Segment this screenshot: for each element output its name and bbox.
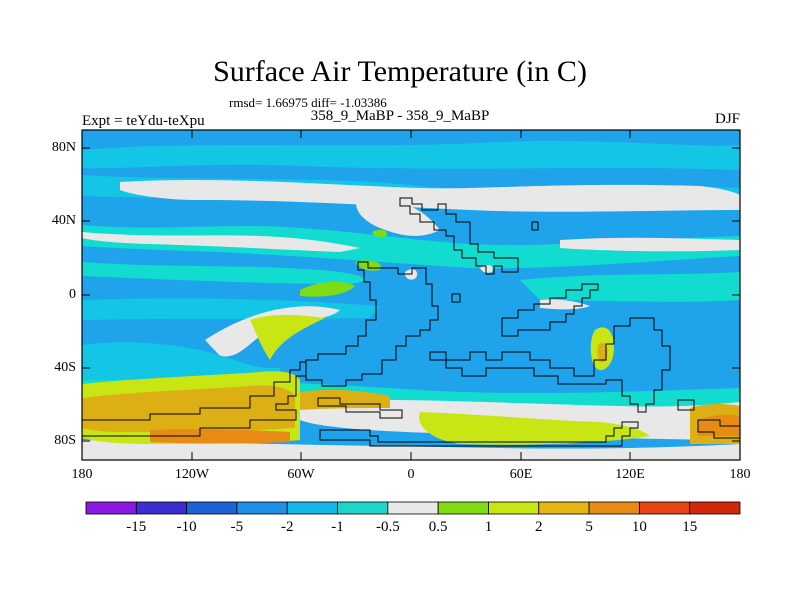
colorbar-label: -10 bbox=[176, 519, 197, 535]
colorbar-swatch bbox=[387, 501, 439, 515]
colorbar-swatch bbox=[689, 501, 741, 515]
lon-tick-label: 60W bbox=[287, 467, 315, 482]
axis-ticks bbox=[82, 130, 740, 460]
colorbar-swatch bbox=[488, 501, 540, 515]
colorbar-swatch bbox=[85, 501, 137, 515]
colorbar-swatch bbox=[135, 501, 188, 515]
map-title: Surface Air Temperature (in C) bbox=[213, 55, 587, 88]
colorbar-label: 0.5 bbox=[428, 519, 448, 535]
colorbar-label: 2 bbox=[535, 519, 543, 535]
lat-tick-label: 40S bbox=[54, 360, 76, 375]
lat-tick-label: 80S bbox=[54, 433, 76, 448]
colorbar-label: 5 bbox=[585, 519, 593, 535]
lat-tick-label: 80N bbox=[51, 140, 76, 155]
season-label: DJF bbox=[714, 111, 740, 127]
colorbar bbox=[85, 501, 741, 515]
stats-line: rmsd= 1.66975 diff= -1.03386 bbox=[229, 95, 387, 110]
lon-tick-label: 180 bbox=[729, 467, 751, 482]
lon-tick-label: 180 bbox=[71, 467, 93, 482]
colorbar-label: 10 bbox=[631, 519, 647, 535]
colorbar-label: -2 bbox=[280, 519, 294, 535]
experiment-label: Expt = teYdu-teXpu bbox=[82, 113, 205, 129]
temperature-field bbox=[82, 130, 740, 460]
colorbar-swatch bbox=[236, 501, 288, 515]
colorbar-label: -5 bbox=[230, 519, 244, 535]
colorbar-swatch bbox=[588, 501, 640, 515]
lon-tick-label: 120E bbox=[615, 467, 645, 482]
colorbar-label: -1 bbox=[331, 519, 344, 535]
colorbar-label: -15 bbox=[126, 519, 147, 535]
lat-tick-label: 0 bbox=[69, 287, 76, 302]
lon-tick-label: 0 bbox=[407, 467, 415, 482]
colorbar-swatch bbox=[437, 501, 489, 515]
colorbar-swatch bbox=[186, 501, 238, 515]
colorbar-swatch bbox=[286, 501, 338, 515]
lon-tick-label: 60E bbox=[509, 467, 533, 482]
colorbar-swatch bbox=[538, 501, 590, 515]
lat-tick-label: 40N bbox=[51, 213, 76, 228]
colorbar-swatch bbox=[638, 501, 691, 515]
map-subtitle: 358_9_MaBP - 358_9_MaBP bbox=[310, 108, 490, 124]
continent-outlines bbox=[82, 197, 740, 447]
lon-tick-label: 120W bbox=[174, 467, 210, 482]
colorbar-label: -0.5 bbox=[375, 519, 400, 535]
colorbar-label: 1 bbox=[484, 519, 493, 535]
colorbar-swatch bbox=[337, 501, 389, 515]
colorbar-label: 15 bbox=[682, 519, 698, 535]
